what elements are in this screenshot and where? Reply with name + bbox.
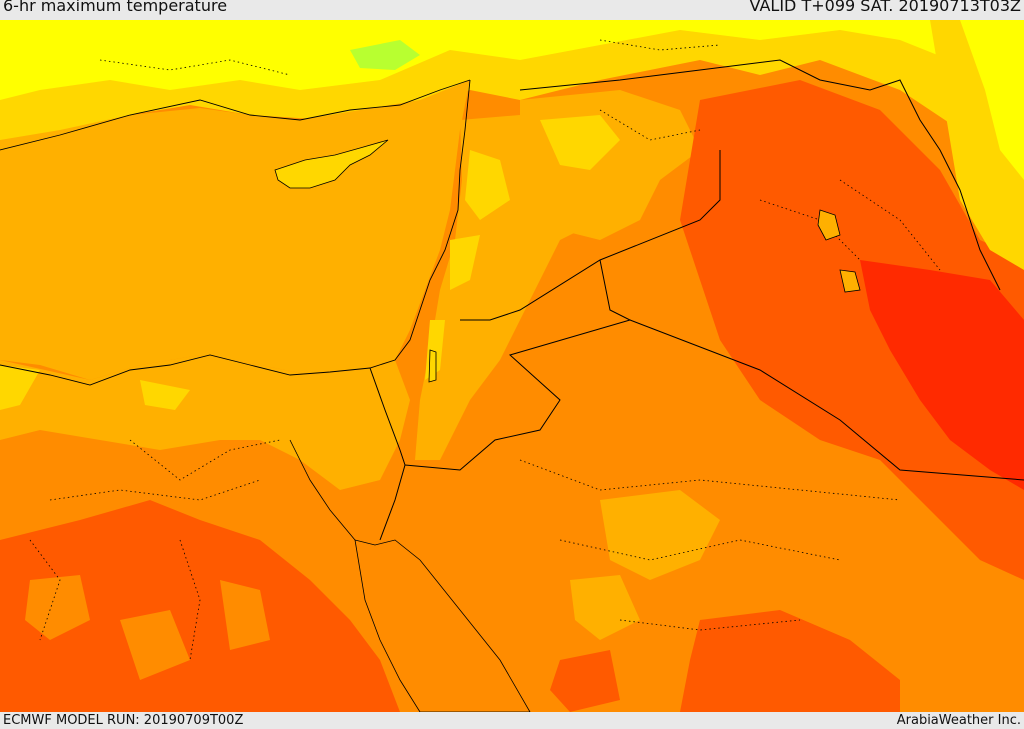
lake-feature — [817, 209, 841, 241]
syria-iraq-border — [519, 59, 1001, 291]
iraq-kuwait-border — [629, 319, 1024, 481]
southwest-dark-orange — [0, 500, 400, 712]
iraq-hot-core — [860, 260, 1024, 490]
model-run-label: ECMWF MODEL RUN: 20190709T00Z — [3, 713, 244, 728]
levant-yellow-patches — [425, 150, 510, 380]
lake-feature-2 — [839, 269, 861, 293]
temperature-map[interactable] — [0, 20, 1024, 712]
iran-cold-corner — [960, 20, 1024, 180]
dead-sea — [428, 349, 437, 383]
egypt-north-yellow — [0, 365, 190, 410]
green-patch — [350, 40, 420, 70]
turkey-coastline — [0, 79, 471, 151]
footer-bar: ECMWF MODEL RUN: 20190709T00Z ArabiaWeat… — [0, 712, 1024, 729]
map-canvas — [0, 20, 1024, 712]
red-sea — [354, 539, 531, 712]
north-cold-band — [0, 20, 1024, 110]
gulf-of-suez — [289, 439, 356, 541]
saudi-iraq-border — [404, 259, 632, 471]
credit-label: ArabiaWeather Inc. — [896, 713, 1021, 728]
province-lines — [29, 39, 941, 661]
saudi-dark-patches — [550, 610, 900, 712]
egypt-israel-border — [369, 367, 406, 541]
egypt-north-amber — [0, 355, 410, 490]
syria-yellow-zone — [540, 115, 620, 170]
map-title: 6-hr maximum temperature — [3, 0, 228, 15]
sudan-ar-patches — [25, 575, 270, 680]
valid-time: VALID T+099 SAT. 20190713T03Z — [749, 0, 1021, 15]
header-bar: 6-hr maximum temperature VALID T+099 SAT… — [0, 0, 1024, 20]
cyprus-island — [274, 139, 389, 189]
iraq-dark-orange — [680, 80, 1024, 580]
saudi-amber-patches — [570, 490, 720, 640]
